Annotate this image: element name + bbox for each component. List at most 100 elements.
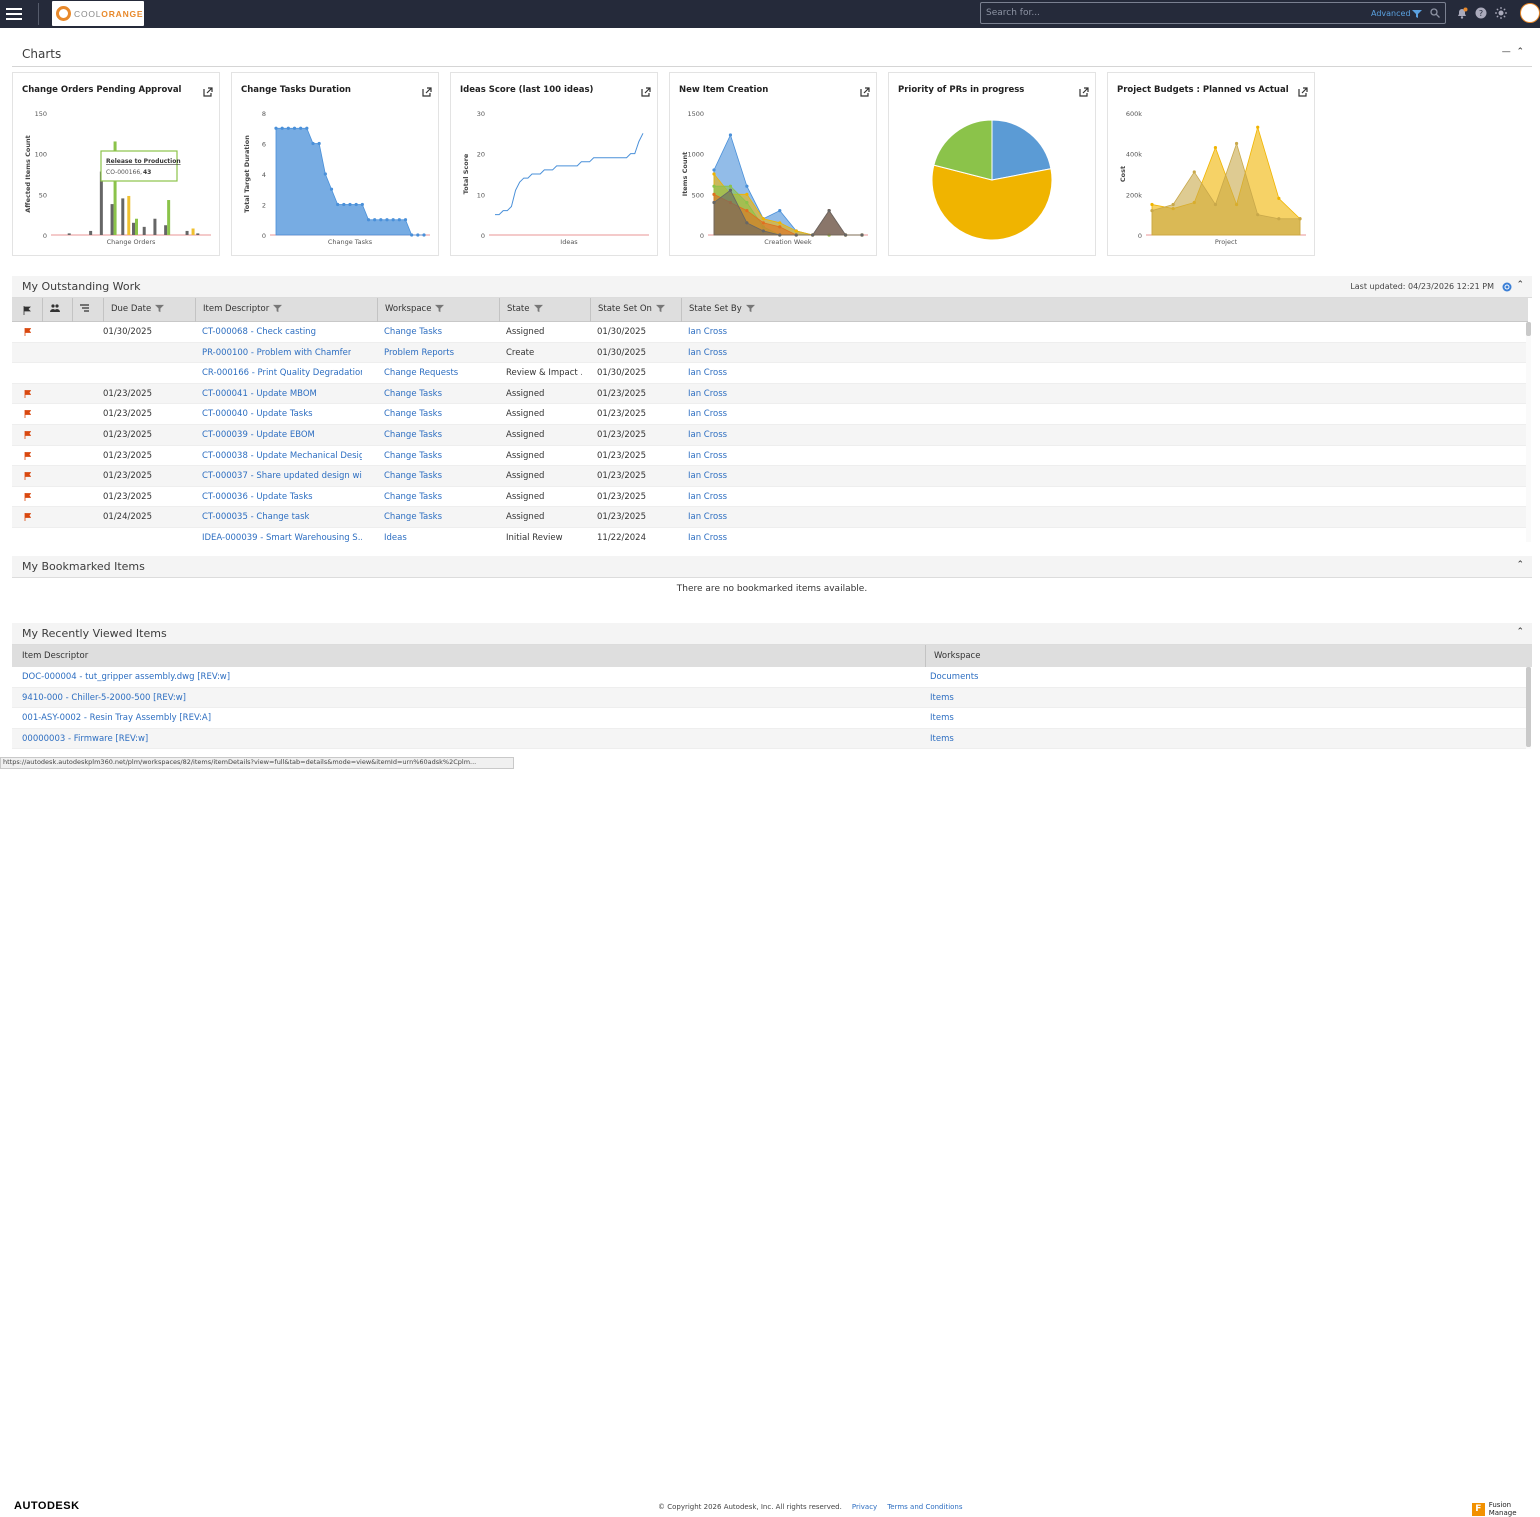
cell-by[interactable]: Ian Cross — [688, 533, 728, 542]
table-row[interactable]: 01/30/2025 CT-000068 - Check casting Chang… — [12, 322, 1528, 343]
work-scrollbar[interactable] — [1526, 322, 1531, 542]
filter-icon[interactable] — [1412, 9, 1422, 19]
table-row[interactable]: 01/23/2025 CT-000039 - Update EBOM Change … — [12, 425, 1528, 446]
table-row[interactable]: 01/23/2025 CT-000041 - Update MBOM Change … — [12, 383, 1528, 405]
column-workspace[interactable]: Workspace — [377, 298, 499, 322]
cell-by[interactable]: Ian Cross — [688, 430, 728, 440]
collapse-chevron-icon[interactable]: ⌃ — [1516, 627, 1524, 637]
cell-ws[interactable]: Change Tasks — [384, 450, 443, 461]
open-external-icon[interactable] — [203, 87, 213, 97]
cell-ws[interactable]: Change Tasks — [384, 512, 443, 523]
filter-icon[interactable] — [273, 304, 283, 313]
cell-item[interactable]: 001-ASY-0002 - Resin Tray Assembly [REV:… — [22, 713, 212, 724]
cell-ws[interactable]: Change Tasks — [384, 430, 443, 440]
cell-workspace[interactable]: Items — [930, 692, 954, 703]
table-row[interactable]: 01/23/2025 CT-000040 - Update Tasks Change… — [12, 404, 1528, 425]
recent-scrollbar[interactable] — [1526, 667, 1531, 749]
cell-by[interactable]: Ian Cross — [688, 327, 728, 337]
cell-ws[interactable]: Change Tasks — [384, 471, 443, 482]
cell-item[interactable]: CT-000036 - Update Tasks — [202, 491, 313, 502]
cell-item[interactable]: CT-000037 - Share updated design wi... — [202, 471, 362, 482]
advanced-search-link[interactable]: Advanced — [1371, 9, 1411, 18]
column-due-date[interactable]: Due Date — [103, 298, 195, 322]
cell-workspace[interactable]: Items — [930, 713, 954, 724]
column-item-descriptor[interactable]: Item Descriptor — [22, 651, 89, 661]
cell-item[interactable]: 9410-000 - Chiller-5-2000-500 [REV:w] — [22, 692, 186, 703]
cell-item[interactable]: PR-000100 - Problem with Chamfer — [202, 347, 352, 358]
cell-by[interactable]: Ian Cross — [688, 491, 728, 502]
open-external-icon[interactable] — [1079, 87, 1089, 97]
column-state-set-on[interactable]: State Set On — [590, 298, 681, 322]
cell-item[interactable]: CT-000039 - Update EBOM — [202, 430, 315, 440]
column-workspace[interactable]: Workspace — [934, 651, 981, 661]
search-icon[interactable] — [1430, 8, 1440, 18]
filter-icon[interactable] — [533, 304, 543, 313]
cell-ws[interactable]: Ideas — [384, 533, 407, 542]
cell-item[interactable]: CT-000040 - Update Tasks — [202, 409, 313, 420]
collapse-chevron-icon[interactable]: ⌃ — [1516, 560, 1524, 570]
cell-by[interactable]: Ian Cross — [688, 409, 728, 420]
table-row[interactable]: 01/23/2025 CT-000038 - Update Mechanical … — [12, 446, 1528, 467]
column-state-set-by[interactable]: State Set By — [681, 298, 801, 322]
cell-item[interactable]: CT-000035 - Change task — [202, 512, 310, 523]
column-item-descriptor[interactable]: Item Descriptor — [195, 298, 377, 322]
menu-icon[interactable] — [6, 6, 22, 22]
notification-bell-icon[interactable] — [1456, 7, 1468, 19]
cell-by[interactable]: Ian Cross — [688, 471, 728, 482]
panel-controls[interactable]: — ⌃ — [1501, 47, 1524, 57]
cell-by[interactable]: Ian Cross — [688, 512, 728, 523]
filter-icon[interactable] — [655, 304, 665, 313]
filter-icon[interactable] — [435, 304, 445, 313]
cell-item[interactable]: CT-000041 - Update MBOM — [202, 388, 317, 399]
cell-ws[interactable]: Problem Reports — [384, 347, 455, 358]
column-state[interactable]: State — [499, 298, 590, 322]
cell-ws[interactable]: Change Tasks — [384, 409, 443, 420]
help-icon[interactable]: ? — [1475, 7, 1487, 19]
filter-icon[interactable] — [155, 304, 165, 313]
search-box[interactable]: Search for... Advanced — [980, 2, 1446, 24]
cell-by[interactable]: Ian Cross — [688, 388, 728, 399]
table-row[interactable]: IDEA-000039 - Smart Warehousing S... Idea… — [12, 528, 1528, 542]
company-logo[interactable]: COOL ORANGE — [52, 1, 144, 26]
cell-item[interactable]: CT-000038 - Update Mechanical Design — [202, 450, 362, 461]
table-row[interactable]: 01/23/2025 CT-000037 - Share updated desi… — [12, 466, 1528, 487]
cell-ws[interactable]: Change Tasks — [384, 327, 443, 337]
collapse-chevron-icon[interactable]: ⌃ — [1516, 280, 1524, 290]
table-row[interactable]: 001-ASY-0002 - Resin Tray Assembly [REV:… — [12, 708, 1526, 729]
open-external-icon[interactable] — [860, 87, 870, 97]
owner-column[interactable] — [42, 298, 72, 322]
table-row[interactable]: PR-000100 - Problem with Chamfer Problem … — [12, 342, 1528, 364]
filter-icon[interactable] — [745, 304, 755, 313]
privacy-link[interactable]: Privacy — [851, 1503, 878, 1511]
user-avatar[interactable] — [1520, 3, 1540, 23]
cell-ws[interactable]: Change Tasks — [384, 491, 443, 502]
open-external-icon[interactable] — [1298, 87, 1308, 97]
table-row[interactable]: 9410-000 - Chiller-5-2000-500 [REV:w] Ite… — [12, 687, 1526, 709]
terms-link[interactable]: Terms and Conditions — [887, 1503, 963, 1511]
table-row[interactable]: CR-000166 - Print Quality Degradation Cha… — [12, 363, 1528, 384]
theme-sun-icon[interactable] — [1495, 7, 1507, 19]
priority-column[interactable] — [72, 298, 103, 322]
open-external-icon[interactable] — [422, 87, 432, 97]
pie-slice — [931, 164, 1053, 241]
table-row[interactable]: 01/23/2025 CT-000036 - Update Tasks Change… — [12, 487, 1528, 508]
table-row[interactable]: 00000003 - Firmware [REV:w] Items — [12, 728, 1526, 749]
cell-item[interactable]: CR-000166 - Print Quality Degradation — [202, 368, 362, 379]
cell-ws[interactable]: Change Requests — [384, 368, 459, 379]
cell-item[interactable]: DOC-000004 - tut_gripper assembly.dwg [R… — [22, 672, 231, 682]
cell-by[interactable]: Ian Cross — [688, 450, 728, 461]
table-row[interactable]: DOC-000004 - tut_gripper assembly.dwg [R… — [12, 667, 1526, 688]
cell-workspace[interactable]: Items — [930, 733, 954, 744]
cell-by[interactable]: Ian Cross — [688, 368, 728, 379]
search-input[interactable]: Search for... — [986, 8, 1040, 18]
table-row[interactable]: 01/24/2025 CT-000035 - Change task Change … — [12, 507, 1528, 528]
cell-item[interactable]: CT-000068 - Check casting — [202, 327, 316, 337]
cell-ws[interactable]: Change Tasks — [384, 388, 443, 399]
cell-item[interactable]: IDEA-000039 - Smart Warehousing S... — [202, 533, 362, 542]
cell-item[interactable]: 00000003 - Firmware [REV:w] — [22, 733, 149, 744]
flag-column-icon[interactable] — [23, 306, 31, 315]
refresh-icon[interactable] — [1502, 282, 1512, 292]
cell-by[interactable]: Ian Cross — [688, 347, 728, 358]
cell-workspace[interactable]: Documents — [930, 672, 979, 682]
open-external-icon[interactable] — [641, 87, 651, 97]
